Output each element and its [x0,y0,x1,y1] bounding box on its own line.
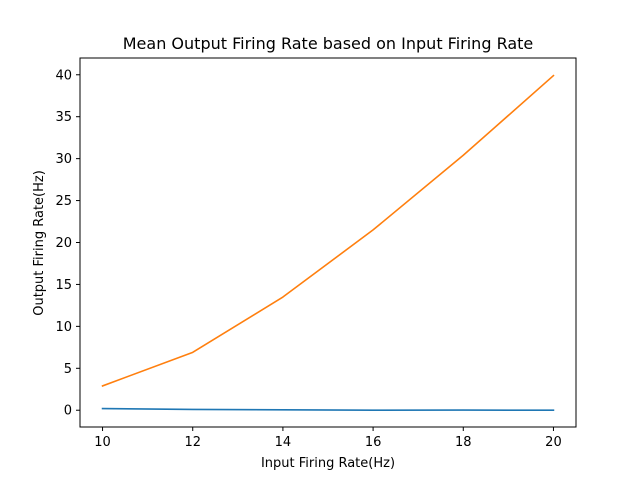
y-tick-label: 5 [64,362,72,377]
y-tick-label: 35 [55,110,72,125]
x-tick-label: 14 [275,435,292,450]
y-tick-label: 15 [55,278,72,293]
chart-title: Mean Output Firing Rate based on Input F… [123,34,534,53]
y-tick-label: 10 [55,320,72,335]
y-tick-label: 20 [55,236,72,251]
x-tick-label: 16 [365,435,382,450]
x-tick-label: 12 [184,435,201,450]
y-tick-label: 40 [55,68,72,83]
series-line-1 [101,407,555,412]
x-tick-label: 20 [545,435,562,450]
plot-area: 10 12 14 16 18 20 0 5 10 15 20 25 30 35 40 [55,57,577,450]
x-axis-label: Input Firing Rate(Hz) [261,456,395,471]
y-tick-label: 25 [55,194,72,209]
x-tick-label: 18 [455,435,472,450]
y-tick-label: 30 [55,152,72,167]
y-tick-label: 0 [64,404,72,419]
series-line-2 [101,74,555,387]
y-axis-label: Output Firing Rate(Hz) [32,170,47,316]
x-tick-label: 10 [94,435,111,450]
